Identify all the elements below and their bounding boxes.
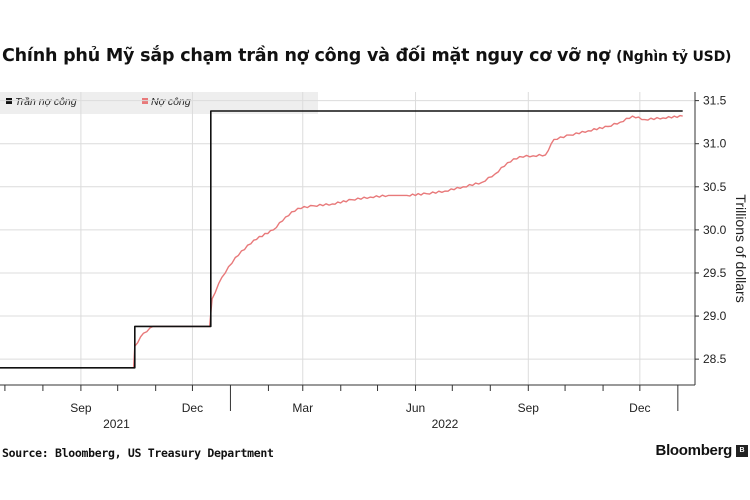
series-line-debt-ceiling — [0, 110, 683, 369]
chart-title-text: Chính phủ Mỹ sắp chạm trần nợ công và đố… — [2, 46, 611, 66]
legend-label-debt-ceiling: Trần nợ công — [15, 96, 77, 108]
legend-label-public-debt: Nợ công — [151, 96, 191, 108]
x-tick-label: Dec — [629, 401, 650, 415]
source-note: Source: Bloomberg, US Treasury Departmen… — [2, 446, 274, 460]
x-tick-label: Mar — [292, 401, 313, 415]
unit-label: (Nghìn tỷ USD) — [616, 49, 732, 65]
x-tick-label: Sep — [70, 401, 92, 415]
x-year-label: 2022 — [432, 417, 459, 431]
x-year-label: 2021 — [103, 417, 130, 431]
y-tick-label: 29.5 — [703, 266, 727, 280]
x-tick-label: Dec — [182, 401, 203, 415]
y-tick-label: 29.0 — [703, 309, 727, 323]
x-tick-label: Sep — [518, 401, 540, 415]
y-tick-label: 30.0 — [703, 223, 727, 237]
y-tick-label: 30.5 — [703, 180, 727, 194]
series-line-public-debt — [0, 114, 683, 369]
y-axis-title: Trillions of dollars — [733, 194, 749, 302]
bloomberg-logo: Bloomberg — [655, 442, 733, 459]
y-tick-label: 31.5 — [703, 94, 727, 108]
chart-title: Chính phủ Mỹ sắp chạm trần nợ công và đố… — [2, 46, 747, 66]
bloomberg-b-icon: B — [736, 445, 748, 457]
y-tick-label: 31.0 — [703, 137, 727, 151]
x-tick-label: Jun — [406, 401, 425, 415]
y-tick-label: 28.5 — [703, 352, 727, 366]
